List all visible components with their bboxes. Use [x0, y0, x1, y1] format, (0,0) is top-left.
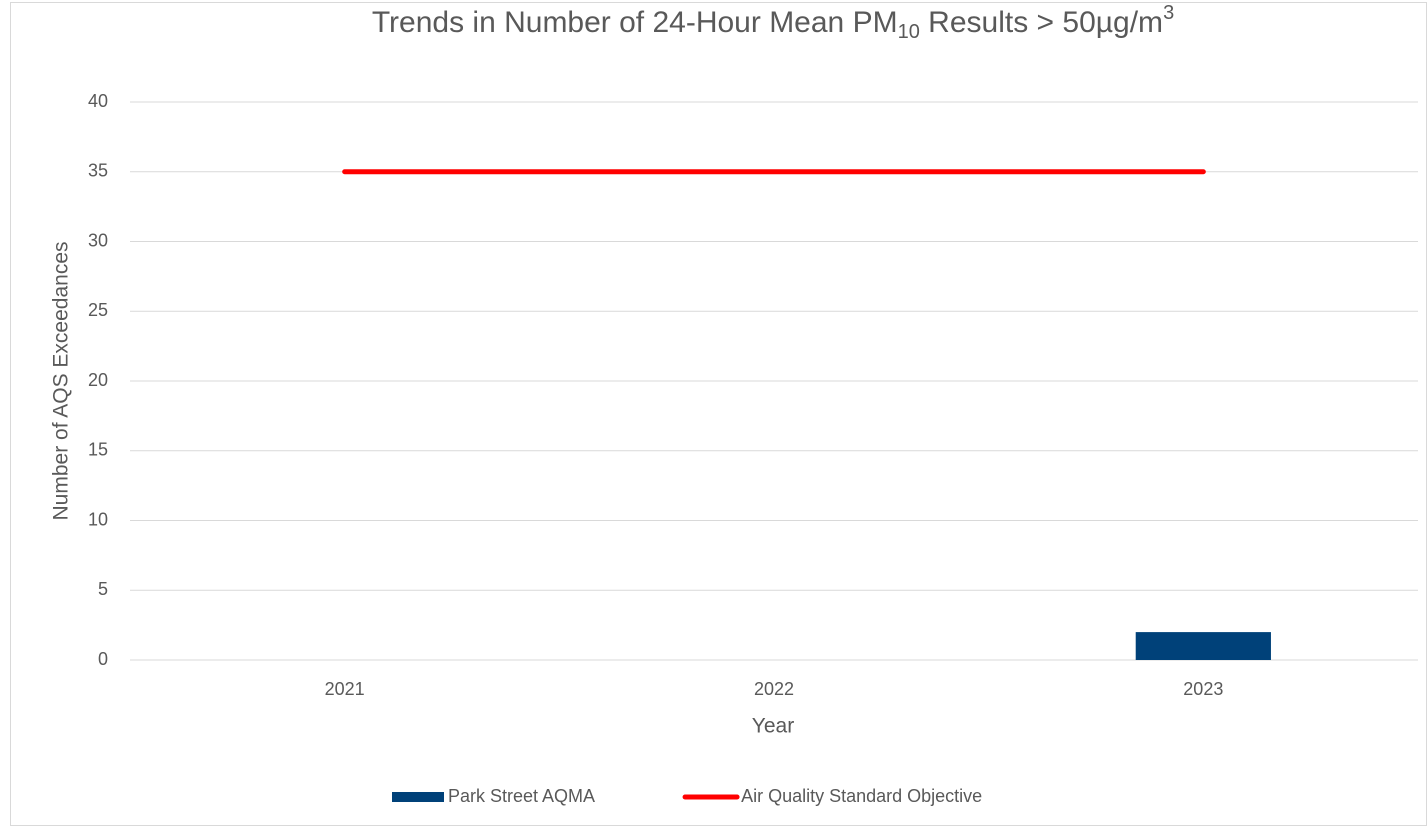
title-part: Results > 50µg/m	[920, 6, 1163, 39]
y-tick-label: 30	[88, 230, 108, 250]
title-superscript: 3	[1163, 2, 1174, 24]
y-axis-title: Number of AQS Exceedances	[50, 242, 73, 521]
y-tick-label: 15	[88, 440, 108, 460]
x-tick-label: 2023	[1183, 679, 1223, 699]
y-tick-label: 25	[88, 300, 108, 320]
y-tick-label: 40	[88, 91, 108, 111]
chart-frame	[10, 2, 1427, 826]
y-tick-label: 5	[98, 579, 108, 599]
y-tick-label: 0	[98, 649, 108, 669]
y-tick-label: 10	[88, 509, 108, 529]
x-axis-title: Year	[752, 715, 794, 738]
title-part: Trends in Number of 24-Hour Mean PM	[372, 6, 898, 39]
x-tick-label: 2022	[754, 679, 794, 699]
bar	[1135, 632, 1271, 660]
title-subscript: 10	[898, 21, 920, 43]
legend-label: Air Quality Standard Objective	[741, 786, 982, 806]
legend-label: Park Street AQMA	[448, 786, 595, 806]
chart-title: Trends in Number of 24-Hour Mean PM10 Re…	[372, 2, 1174, 43]
legend-swatch	[392, 792, 444, 802]
y-tick-label: 35	[88, 161, 108, 181]
x-tick-label: 2021	[325, 679, 365, 699]
y-tick-label: 20	[88, 370, 108, 390]
